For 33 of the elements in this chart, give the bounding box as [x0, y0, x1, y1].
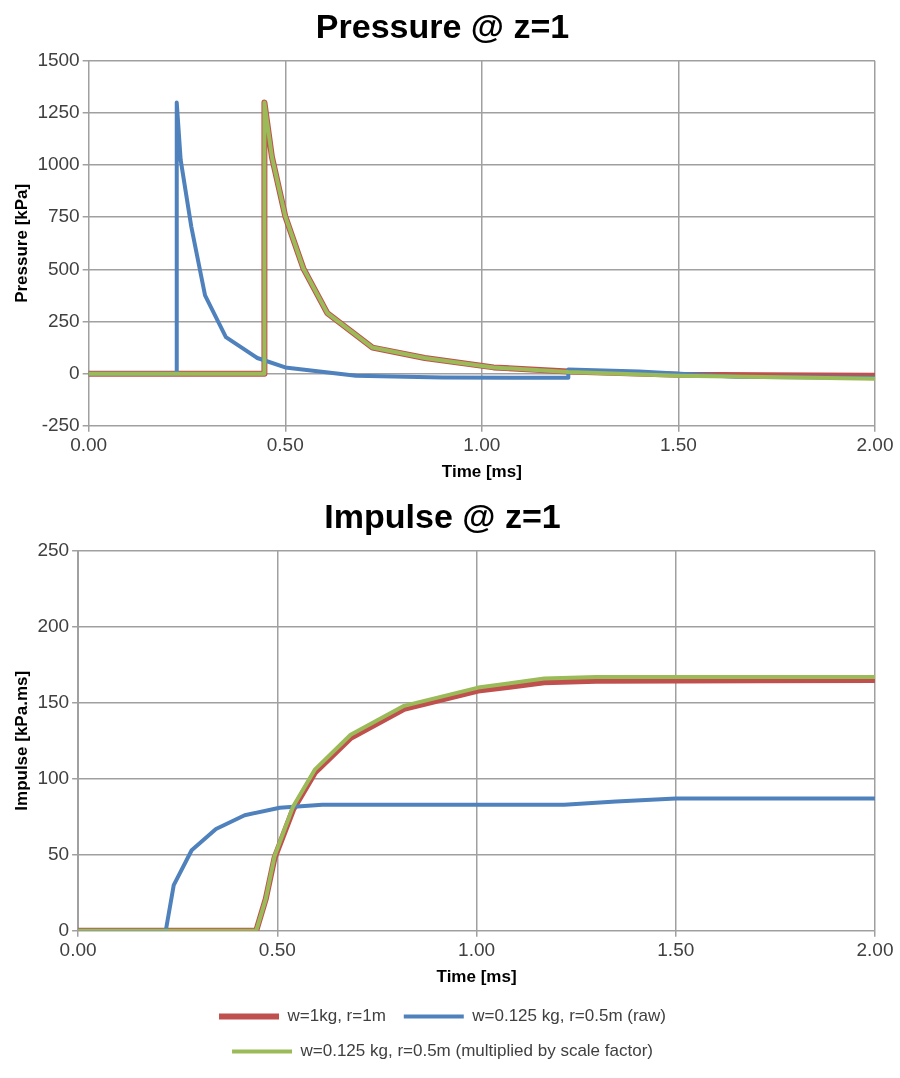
- x-axis-title: Time [ms]: [441, 462, 522, 482]
- legend-label: w=1kg, r=1m: [286, 1006, 386, 1026]
- y-axis-title: Impulse [kPa.ms]: [11, 670, 31, 811]
- y-tick-label: 500: [47, 257, 80, 279]
- chart-title: Impulse @ z=1: [324, 496, 561, 535]
- legend-label: w=0.125 kg, r=0.5m (multiplied by scale factor): [299, 1041, 653, 1061]
- y-tick-label: 100: [37, 767, 70, 789]
- x-tick-label: 0.50: [266, 434, 304, 456]
- y-tick-label: 1000: [37, 153, 80, 175]
- y-tick-label: 200: [37, 615, 70, 637]
- y-tick-label: 1250: [37, 101, 80, 123]
- x-tick-label: 2.00: [856, 434, 894, 456]
- y-tick-label: 250: [47, 309, 80, 331]
- y-tick-label: -250: [41, 414, 80, 436]
- y-tick-label: 0: [69, 361, 80, 383]
- x-tick-label: 0.00: [70, 434, 108, 456]
- y-tick-label: 150: [37, 691, 70, 713]
- y-axis-title: Pressure [kPa]: [11, 183, 31, 303]
- y-tick-label: 750: [47, 205, 80, 227]
- x-tick-label: 2.00: [856, 939, 894, 961]
- y-tick-label: 0: [58, 919, 70, 941]
- y-tick-label: 1500: [37, 49, 80, 71]
- x-tick-label: 0.50: [258, 939, 296, 961]
- x-tick-label: 0.00: [59, 939, 97, 961]
- x-tick-label: 1.50: [657, 939, 695, 961]
- x-tick-label: 1.00: [458, 939, 496, 961]
- x-axis-title: Time [ms]: [436, 967, 517, 987]
- y-tick-label: 250: [37, 539, 70, 561]
- x-tick-label: 1.00: [463, 434, 501, 456]
- legend-label: w=0.125 kg, r=0.5m (raw): [471, 1006, 666, 1026]
- x-tick-label: 1.50: [659, 434, 697, 456]
- chart-title: Pressure @ z=1: [315, 6, 570, 45]
- y-tick-label: 50: [47, 843, 70, 865]
